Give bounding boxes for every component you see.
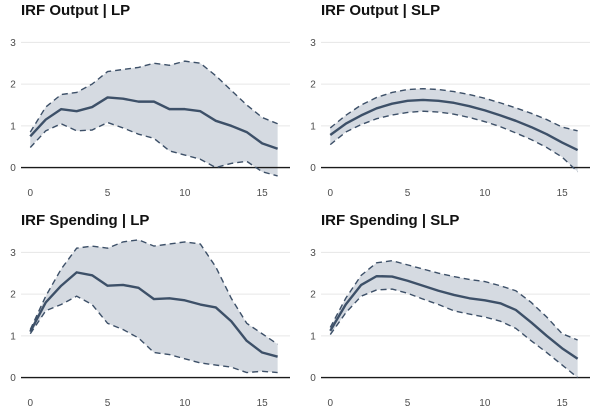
y-tick-label: 0 <box>310 373 316 384</box>
chart-plot-area: 0 1 2 3 0 5 10 15 <box>310 248 590 409</box>
y-tick-label: 3 <box>310 248 316 259</box>
y-tick-label: 2 <box>10 80 16 91</box>
panel-irf-spending-slp: IRF Spending | SLP 0 1 2 3 0 5 10 15 <box>300 210 600 420</box>
panel-title: IRF Output | SLP <box>321 2 441 19</box>
x-tick-label: 5 <box>405 398 411 409</box>
x-tick-label: 5 <box>105 188 111 199</box>
lower-bound-line <box>329 288 579 379</box>
chart-plot-area: 0 1 2 3 0 5 10 15 <box>310 38 590 199</box>
lower-bound-line <box>329 110 579 173</box>
estimate-line <box>329 274 579 360</box>
chart-plot-area: 0 1 2 3 0 5 10 15 <box>10 38 290 199</box>
y-tick-label: 3 <box>310 38 316 49</box>
panel-title: IRF Spending | SLP <box>321 212 460 229</box>
x-tick-label: 10 <box>179 398 191 409</box>
y-tick-label: 0 <box>310 163 316 174</box>
panel-irf-output-slp: IRF Output | SLP 0 1 2 3 0 5 10 15 <box>300 0 600 210</box>
y-tick-label: 2 <box>10 290 16 301</box>
y-tick-label: 1 <box>10 331 16 342</box>
y-tick-label: 0 <box>10 373 16 384</box>
x-tick-label: 0 <box>27 398 33 409</box>
x-tick-label: 5 <box>405 188 411 199</box>
x-tick-label: 15 <box>557 398 569 409</box>
confidence-band <box>30 61 278 176</box>
x-tick-label: 15 <box>257 188 269 199</box>
x-tick-label: 0 <box>327 188 333 199</box>
panel-irf-spending-lp: IRF Spending | LP 0 1 2 3 0 5 10 15 <box>0 210 300 420</box>
estimate-line <box>329 98 579 152</box>
x-tick-label: 5 <box>105 398 111 409</box>
upper-bound-line <box>29 60 278 133</box>
panel-title: IRF Spending | LP <box>21 212 150 229</box>
x-tick-label: 15 <box>557 188 569 199</box>
y-tick-label: 3 <box>10 248 16 259</box>
y-tick-label: 1 <box>310 121 316 132</box>
x-tick-label: 10 <box>479 398 491 409</box>
panel-title: IRF Output | LP <box>21 2 131 19</box>
y-tick-label: 3 <box>10 38 16 49</box>
x-tick-label: 15 <box>257 398 269 409</box>
x-tick-label: 0 <box>27 188 33 199</box>
upper-bound-line <box>329 259 578 341</box>
x-tick-label: 0 <box>327 398 333 409</box>
x-tick-label: 10 <box>179 188 191 199</box>
upper-bound-line <box>29 239 279 345</box>
y-tick-label: 1 <box>310 331 316 342</box>
x-tick-label: 10 <box>479 188 491 199</box>
y-tick-label: 2 <box>310 290 316 301</box>
lower-bound-line <box>29 295 278 374</box>
confidence-band <box>330 88 578 172</box>
y-tick-label: 2 <box>310 80 316 91</box>
chart-plot-area: 0 1 2 3 0 5 10 15 <box>10 239 290 409</box>
upper-bound-line <box>329 87 578 132</box>
estimate-line <box>29 96 279 150</box>
lower-bound-line <box>29 121 278 177</box>
confidence-band <box>330 260 578 378</box>
panel-irf-output-lp: IRF Output | LP 0 1 2 3 0 5 10 15 <box>0 0 300 210</box>
confidence-band <box>30 239 278 373</box>
estimate-line <box>29 271 278 358</box>
y-tick-label: 0 <box>10 163 16 174</box>
y-tick-label: 1 <box>10 121 16 132</box>
